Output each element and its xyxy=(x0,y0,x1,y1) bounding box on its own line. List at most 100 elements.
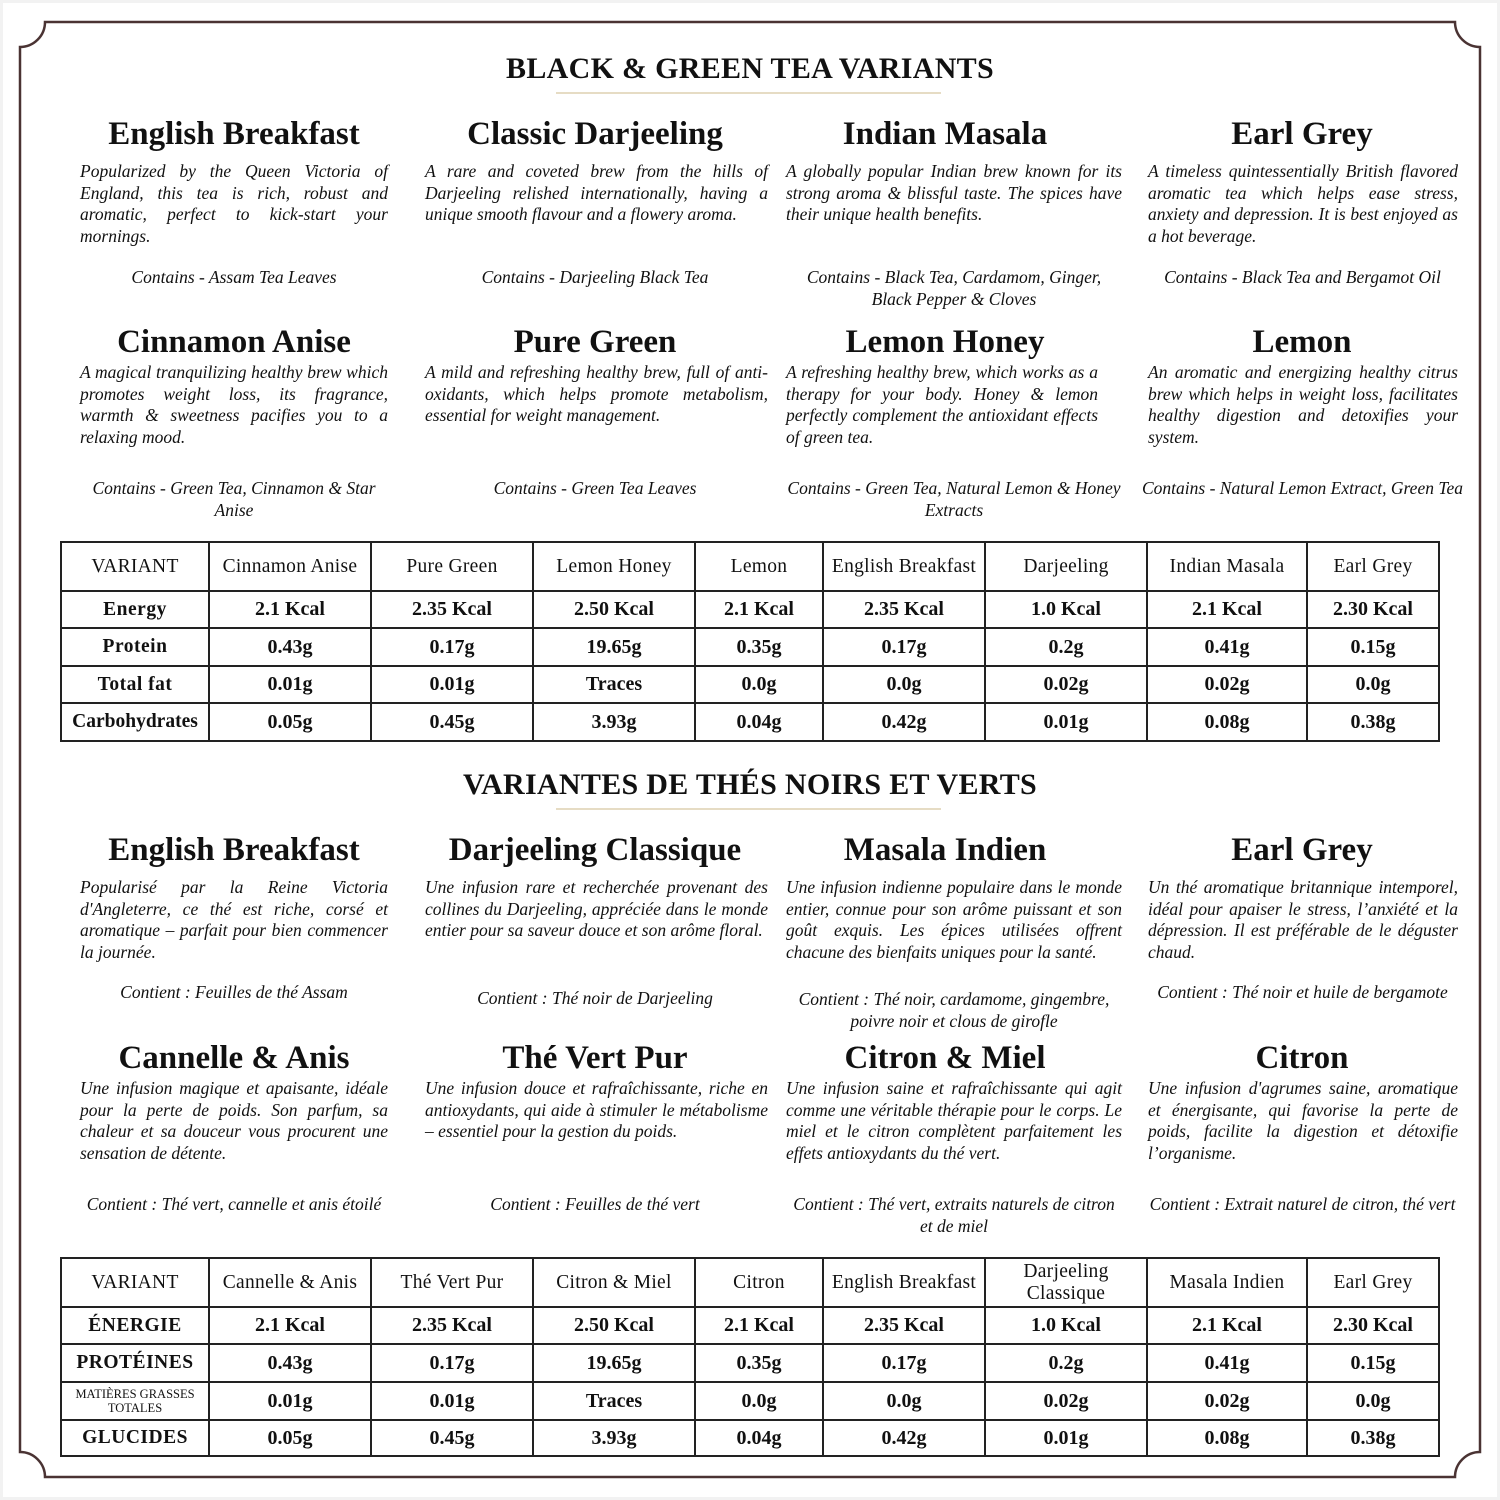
nutrient-value: 0.08g xyxy=(1146,1419,1308,1457)
variant-column-header: Masala Indien xyxy=(1146,1257,1308,1308)
nutrient-value: 0.0g xyxy=(822,1381,986,1421)
nutrient-value: 0.02g xyxy=(984,1381,1148,1421)
nutrient-label: MATIÈRES GRASSES TOTALES xyxy=(60,1381,210,1421)
table-row: MATIÈRES GRASSES TOTALES 0.01g 0.01g Traces… xyxy=(60,1381,1440,1421)
tea-contains: Contient : Thé vert, cannelle et anis ét… xyxy=(86,1194,382,1214)
nutrient-value: 0.38g xyxy=(1306,1419,1440,1457)
nutrient-value: 0.38g xyxy=(1306,702,1440,742)
tea-description: A timeless quintessentially British flav… xyxy=(1148,161,1458,247)
nutrient-value: 2.1 Kcal xyxy=(1146,590,1308,629)
tea-title: Pure Green xyxy=(513,324,677,360)
nutrition-table: VARIANT Cannelle & Anis Thé Vert Pur Citron… xyxy=(60,1257,1440,1457)
variant-column-header: Lemon xyxy=(694,541,824,592)
heading-underline xyxy=(556,92,941,94)
nutrient-label: GLUCIDES xyxy=(60,1419,210,1457)
tea-description: A magical tranquilizing healthy brew whi… xyxy=(80,362,388,448)
tea-title: Cannelle & Anis xyxy=(118,1040,350,1076)
nutrient-value: 0.02g xyxy=(1146,665,1308,704)
nutrient-value: 0.01g xyxy=(208,665,372,704)
tea-title: Citron xyxy=(1255,1040,1349,1076)
variant-header: VARIANT xyxy=(60,541,210,592)
nutrient-value: 0.42g xyxy=(822,1419,986,1457)
nutrient-value: 1.0 Kcal xyxy=(984,590,1148,629)
nutrient-label: Total fat xyxy=(60,665,210,704)
variant-column-header: Indian Masala xyxy=(1146,541,1308,592)
nutrient-value: 0.02g xyxy=(1146,1381,1308,1421)
tea-title: Darjeeling Classique xyxy=(448,832,742,868)
nutrient-value: 2.1 Kcal xyxy=(1146,1306,1308,1345)
nutrient-value: 3.93g xyxy=(532,1419,696,1457)
nutrient-value: 0.43g xyxy=(208,1343,372,1383)
variant-column-header: Pure Green xyxy=(370,541,534,592)
tea-description: Popularized by the Queen Victoria of Eng… xyxy=(80,161,388,247)
nutrient-value: 2.35 Kcal xyxy=(370,1306,534,1345)
nutrient-value: Traces xyxy=(532,665,696,704)
nutrient-value: 2.30 Kcal xyxy=(1306,590,1440,629)
variant-column-header: Darjeeling Classique xyxy=(984,1257,1148,1308)
nutrient-value: 0.35g xyxy=(694,1343,824,1383)
nutrient-value: 0.01g xyxy=(370,665,534,704)
nutrition-table: VARIANT Cinnamon Anise Pure Green Lemon Hon… xyxy=(60,541,1440,742)
tea-contains: Contient : Thé noir, cardamome, gingembr… xyxy=(798,989,1110,1031)
nutrient-value: 0.17g xyxy=(370,627,534,667)
nutrient-value: 2.50 Kcal xyxy=(532,1306,696,1345)
tea-contains: Contains - Black Tea and Bergamot Oil xyxy=(1164,267,1441,287)
nutrient-value: 0.01g xyxy=(208,1381,372,1421)
nutrient-value: 0.17g xyxy=(370,1343,534,1383)
nutrient-value: 0.17g xyxy=(822,1343,986,1383)
nutrient-value: 0.0g xyxy=(694,1381,824,1421)
nutrient-value: 0.0g xyxy=(1306,1381,1440,1421)
variant-column-header: English Breakfast xyxy=(822,1257,986,1308)
tea-title: Lemon Honey xyxy=(845,324,1045,360)
page xyxy=(3,3,1497,1497)
nutrient-value: Traces xyxy=(532,1381,696,1421)
tea-title: Earl Grey xyxy=(1231,832,1373,868)
variant-column-header: Lemon Honey xyxy=(532,541,696,592)
tea-contains: Contains - Natural Lemon Extract, Green … xyxy=(1142,478,1463,498)
nutrient-value: 0.41g xyxy=(1146,1343,1308,1383)
nutrient-value: 2.1 Kcal xyxy=(208,1306,372,1345)
table-row: Protein 0.43g 0.17g 19.65g 0.35g 0.17g 0.2g 0.4… xyxy=(60,627,1440,667)
tea-description: Un thé aromatique britannique intemporel… xyxy=(1148,877,1458,963)
tea-title: Indian Masala xyxy=(842,116,1048,152)
variant-column-header: Earl Grey xyxy=(1306,541,1440,592)
table-row: GLUCIDES 0.05g 0.45g 3.93g 0.04g 0.42g 0.01g 0.… xyxy=(60,1419,1440,1457)
nutrient-value: 0.45g xyxy=(370,702,534,742)
nutrient-value: 0.04g xyxy=(694,702,824,742)
nutrient-value: 0.01g xyxy=(984,1419,1148,1457)
nutrient-label: Energy xyxy=(60,590,210,629)
nutrient-label: Carbohydrates xyxy=(60,702,210,742)
nutrient-value: 0.43g xyxy=(208,627,372,667)
tea-description: Une infusion rare et recherchée provenan… xyxy=(425,877,768,941)
variant-column-header: Cinnamon Anise xyxy=(208,541,372,592)
nutrient-value: 19.65g xyxy=(532,627,696,667)
nutrient-value: 2.1 Kcal xyxy=(208,590,372,629)
table-row: Energy 2.1 Kcal 2.35 Kcal 2.50 Kcal 2.1 Kcal… xyxy=(60,590,1440,629)
tea-title: Citron & Miel xyxy=(844,1040,1046,1076)
nutrient-label: PROTÉINES xyxy=(60,1343,210,1383)
tea-description: Une infusion indienne populaire dans le … xyxy=(786,877,1122,963)
tea-description: Une infusion magique et apaisante, idéal… xyxy=(80,1078,388,1164)
nutrient-value: 0.01g xyxy=(984,702,1148,742)
table-header-row: VARIANT Cinnamon Anise Pure Green Lemon Hon… xyxy=(60,541,1440,592)
section-heading: BLACK & GREEN TEA VARIANTS xyxy=(506,52,994,85)
tea-contains: Contains - Assam Tea Leaves xyxy=(131,267,337,287)
table-row: ÉNERGIE 2.1 Kcal 2.35 Kcal 2.50 Kcal 2.1 Kca… xyxy=(60,1306,1440,1345)
tea-description: Une infusion douce et rafraîchissante, r… xyxy=(425,1078,768,1142)
variant-column-header: Darjeeling xyxy=(984,541,1148,592)
tea-title: English Breakfast xyxy=(108,832,360,868)
nutrient-value: 0.0g xyxy=(1306,665,1440,704)
table-header-row: VARIANT Cannelle & Anis Thé Vert Pur Citron… xyxy=(60,1257,1440,1308)
nutrient-value: 19.65g xyxy=(532,1343,696,1383)
tea-description: Une infusion d'agrumes saine, aromatique… xyxy=(1148,1078,1458,1164)
nutrient-value: 0.0g xyxy=(694,665,824,704)
table-row: Carbohydrates 0.05g 0.45g 3.93g 0.04g 0.42g 0.… xyxy=(60,702,1440,742)
nutrient-value: 0.35g xyxy=(694,627,824,667)
nutrient-value: 2.35 Kcal xyxy=(370,590,534,629)
nutrient-value: 2.35 Kcal xyxy=(822,1306,986,1345)
nutrient-value: 0.15g xyxy=(1306,627,1440,667)
nutrient-value: 3.93g xyxy=(532,702,696,742)
tea-title: English Breakfast xyxy=(108,116,360,152)
nutrient-value: 0.17g xyxy=(822,627,986,667)
